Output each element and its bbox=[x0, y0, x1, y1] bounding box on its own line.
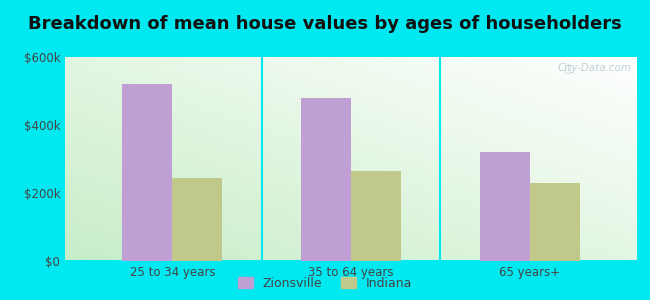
Bar bbox=[122, 84, 172, 261]
Legend: Zionsville, Indiana: Zionsville, Indiana bbox=[234, 273, 416, 294]
Text: Breakdown of mean house values by ages of householders: Breakdown of mean house values by ages o… bbox=[28, 15, 622, 33]
Text: City-Data.com: City-Data.com bbox=[557, 63, 631, 73]
Bar bbox=[172, 178, 222, 261]
Bar bbox=[301, 98, 351, 261]
Text: ⓘ: ⓘ bbox=[565, 63, 571, 73]
Bar bbox=[530, 183, 580, 261]
Bar bbox=[351, 171, 401, 261]
Bar bbox=[480, 152, 530, 261]
